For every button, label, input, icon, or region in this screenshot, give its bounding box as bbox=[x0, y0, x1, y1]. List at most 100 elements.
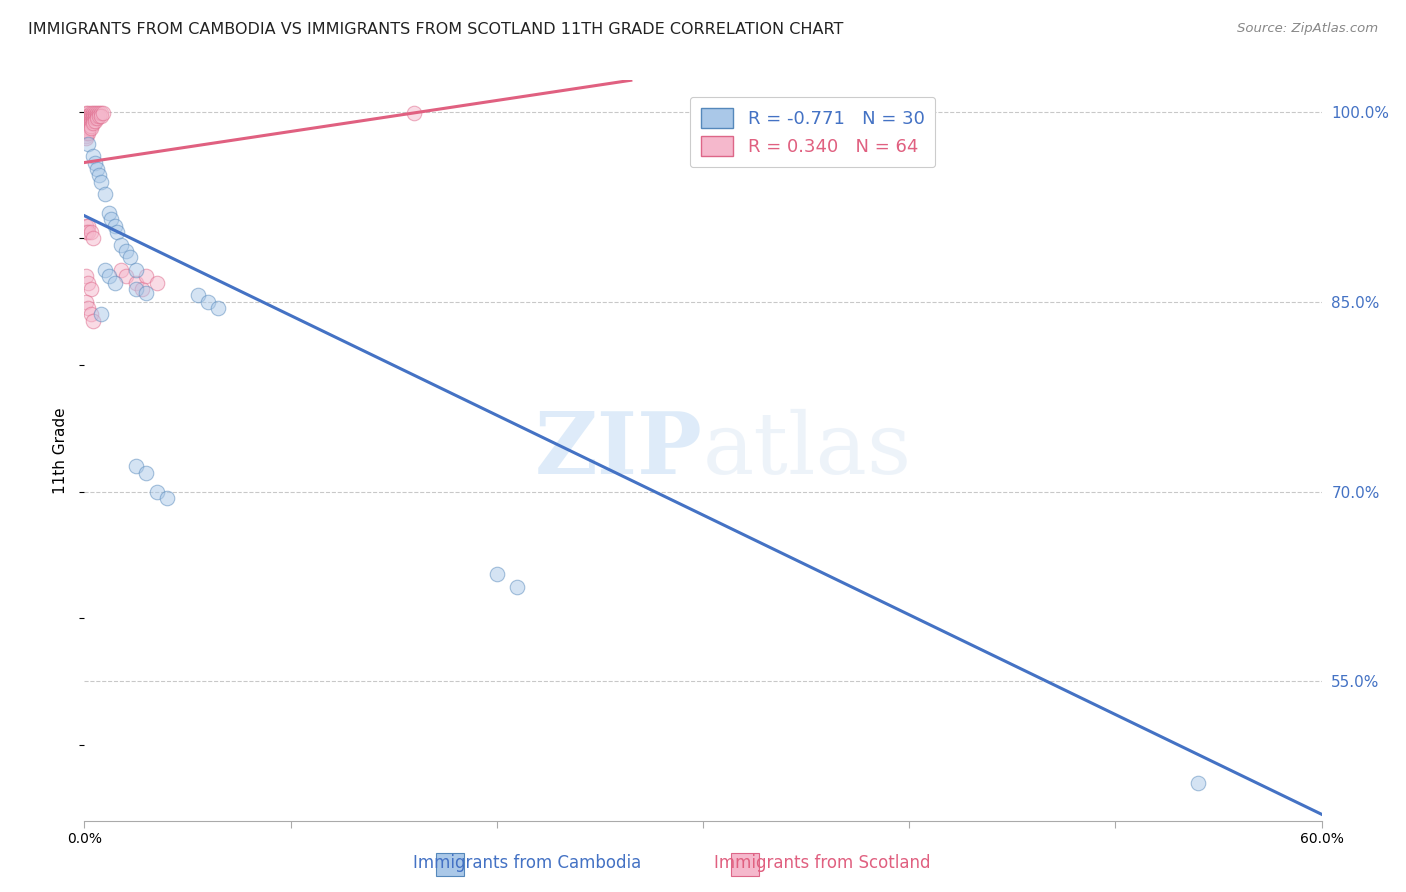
Point bbox=[87, 168, 110, 182]
Point bbox=[77, 109, 100, 123]
Point bbox=[125, 282, 148, 296]
Point bbox=[77, 112, 100, 126]
Legend: R = -0.771   N = 30, R = 0.340   N = 64: R = -0.771 N = 30, R = 0.340 N = 64 bbox=[690, 96, 935, 168]
Point bbox=[82, 314, 104, 328]
Text: Source: ZipAtlas.com: Source: ZipAtlas.com bbox=[1237, 22, 1378, 36]
Point bbox=[86, 106, 108, 120]
Point bbox=[94, 187, 117, 202]
Point bbox=[77, 119, 100, 133]
Point bbox=[77, 136, 100, 151]
Point bbox=[125, 459, 148, 474]
Point bbox=[79, 307, 101, 321]
Point bbox=[86, 109, 108, 123]
Point bbox=[145, 484, 167, 499]
Point bbox=[207, 301, 229, 315]
Point bbox=[86, 161, 108, 176]
Point bbox=[82, 109, 104, 123]
Point bbox=[135, 269, 157, 284]
Point bbox=[82, 112, 104, 126]
Point bbox=[77, 276, 100, 290]
Text: Immigrants from Scotland: Immigrants from Scotland bbox=[714, 855, 931, 872]
Point bbox=[125, 276, 148, 290]
Text: IMMIGRANTS FROM CAMBODIA VS IMMIGRANTS FROM SCOTLAND 11TH GRADE CORRELATION CHAR: IMMIGRANTS FROM CAMBODIA VS IMMIGRANTS F… bbox=[28, 22, 844, 37]
Point bbox=[187, 288, 209, 302]
Point bbox=[77, 116, 100, 130]
Point bbox=[75, 113, 97, 128]
Point bbox=[105, 225, 128, 239]
Y-axis label: 11th Grade: 11th Grade bbox=[53, 407, 69, 494]
Point bbox=[83, 112, 105, 126]
Point bbox=[98, 206, 121, 220]
Point bbox=[114, 269, 136, 284]
Point bbox=[79, 121, 101, 136]
Point bbox=[506, 580, 529, 594]
Point bbox=[83, 113, 105, 128]
Point bbox=[75, 116, 97, 130]
Point bbox=[110, 237, 132, 252]
Point bbox=[79, 109, 101, 123]
Point bbox=[485, 566, 508, 581]
Point bbox=[98, 269, 121, 284]
Point bbox=[135, 285, 157, 300]
Point bbox=[91, 106, 114, 120]
Point bbox=[82, 231, 104, 245]
Point bbox=[86, 112, 108, 126]
Point bbox=[75, 124, 97, 138]
Point bbox=[75, 127, 97, 141]
Point bbox=[125, 263, 148, 277]
Point bbox=[404, 106, 426, 120]
Point bbox=[77, 106, 100, 120]
Point bbox=[75, 106, 97, 120]
Point bbox=[135, 466, 157, 480]
Point bbox=[197, 294, 219, 309]
Point bbox=[79, 282, 101, 296]
Point bbox=[77, 219, 100, 233]
Point bbox=[82, 113, 104, 128]
Point bbox=[75, 112, 97, 126]
Point bbox=[79, 225, 101, 239]
Point bbox=[77, 121, 100, 136]
Point bbox=[110, 263, 132, 277]
Point bbox=[75, 269, 97, 284]
Point bbox=[90, 106, 112, 120]
Point bbox=[77, 127, 100, 141]
Point bbox=[79, 112, 101, 126]
Point bbox=[145, 276, 167, 290]
Point bbox=[75, 225, 97, 239]
Point bbox=[83, 155, 105, 169]
Point bbox=[77, 124, 100, 138]
Point bbox=[87, 106, 110, 120]
Point bbox=[77, 113, 100, 128]
Point bbox=[104, 219, 127, 233]
Text: atlas: atlas bbox=[703, 409, 912, 492]
Point bbox=[75, 121, 97, 136]
Point bbox=[90, 109, 112, 123]
Point bbox=[1187, 775, 1209, 789]
Point bbox=[79, 119, 101, 133]
Point bbox=[83, 106, 105, 120]
Point bbox=[82, 149, 104, 163]
Text: Immigrants from Cambodia: Immigrants from Cambodia bbox=[413, 855, 641, 872]
Point bbox=[79, 106, 101, 120]
Point bbox=[77, 225, 100, 239]
Point bbox=[75, 109, 97, 123]
Point bbox=[100, 212, 122, 227]
Point bbox=[79, 116, 101, 130]
Point bbox=[87, 109, 110, 123]
Point bbox=[131, 282, 153, 296]
Point bbox=[104, 276, 127, 290]
Point bbox=[90, 307, 112, 321]
Point bbox=[75, 131, 97, 145]
Point bbox=[75, 219, 97, 233]
Point bbox=[156, 491, 179, 505]
Point bbox=[75, 294, 97, 309]
Point bbox=[77, 301, 100, 315]
Point bbox=[114, 244, 136, 259]
Point bbox=[82, 116, 104, 130]
Point bbox=[82, 106, 104, 120]
Point bbox=[75, 119, 97, 133]
Point bbox=[94, 263, 117, 277]
Point bbox=[118, 251, 141, 265]
Point bbox=[79, 113, 101, 128]
Point bbox=[75, 128, 97, 143]
